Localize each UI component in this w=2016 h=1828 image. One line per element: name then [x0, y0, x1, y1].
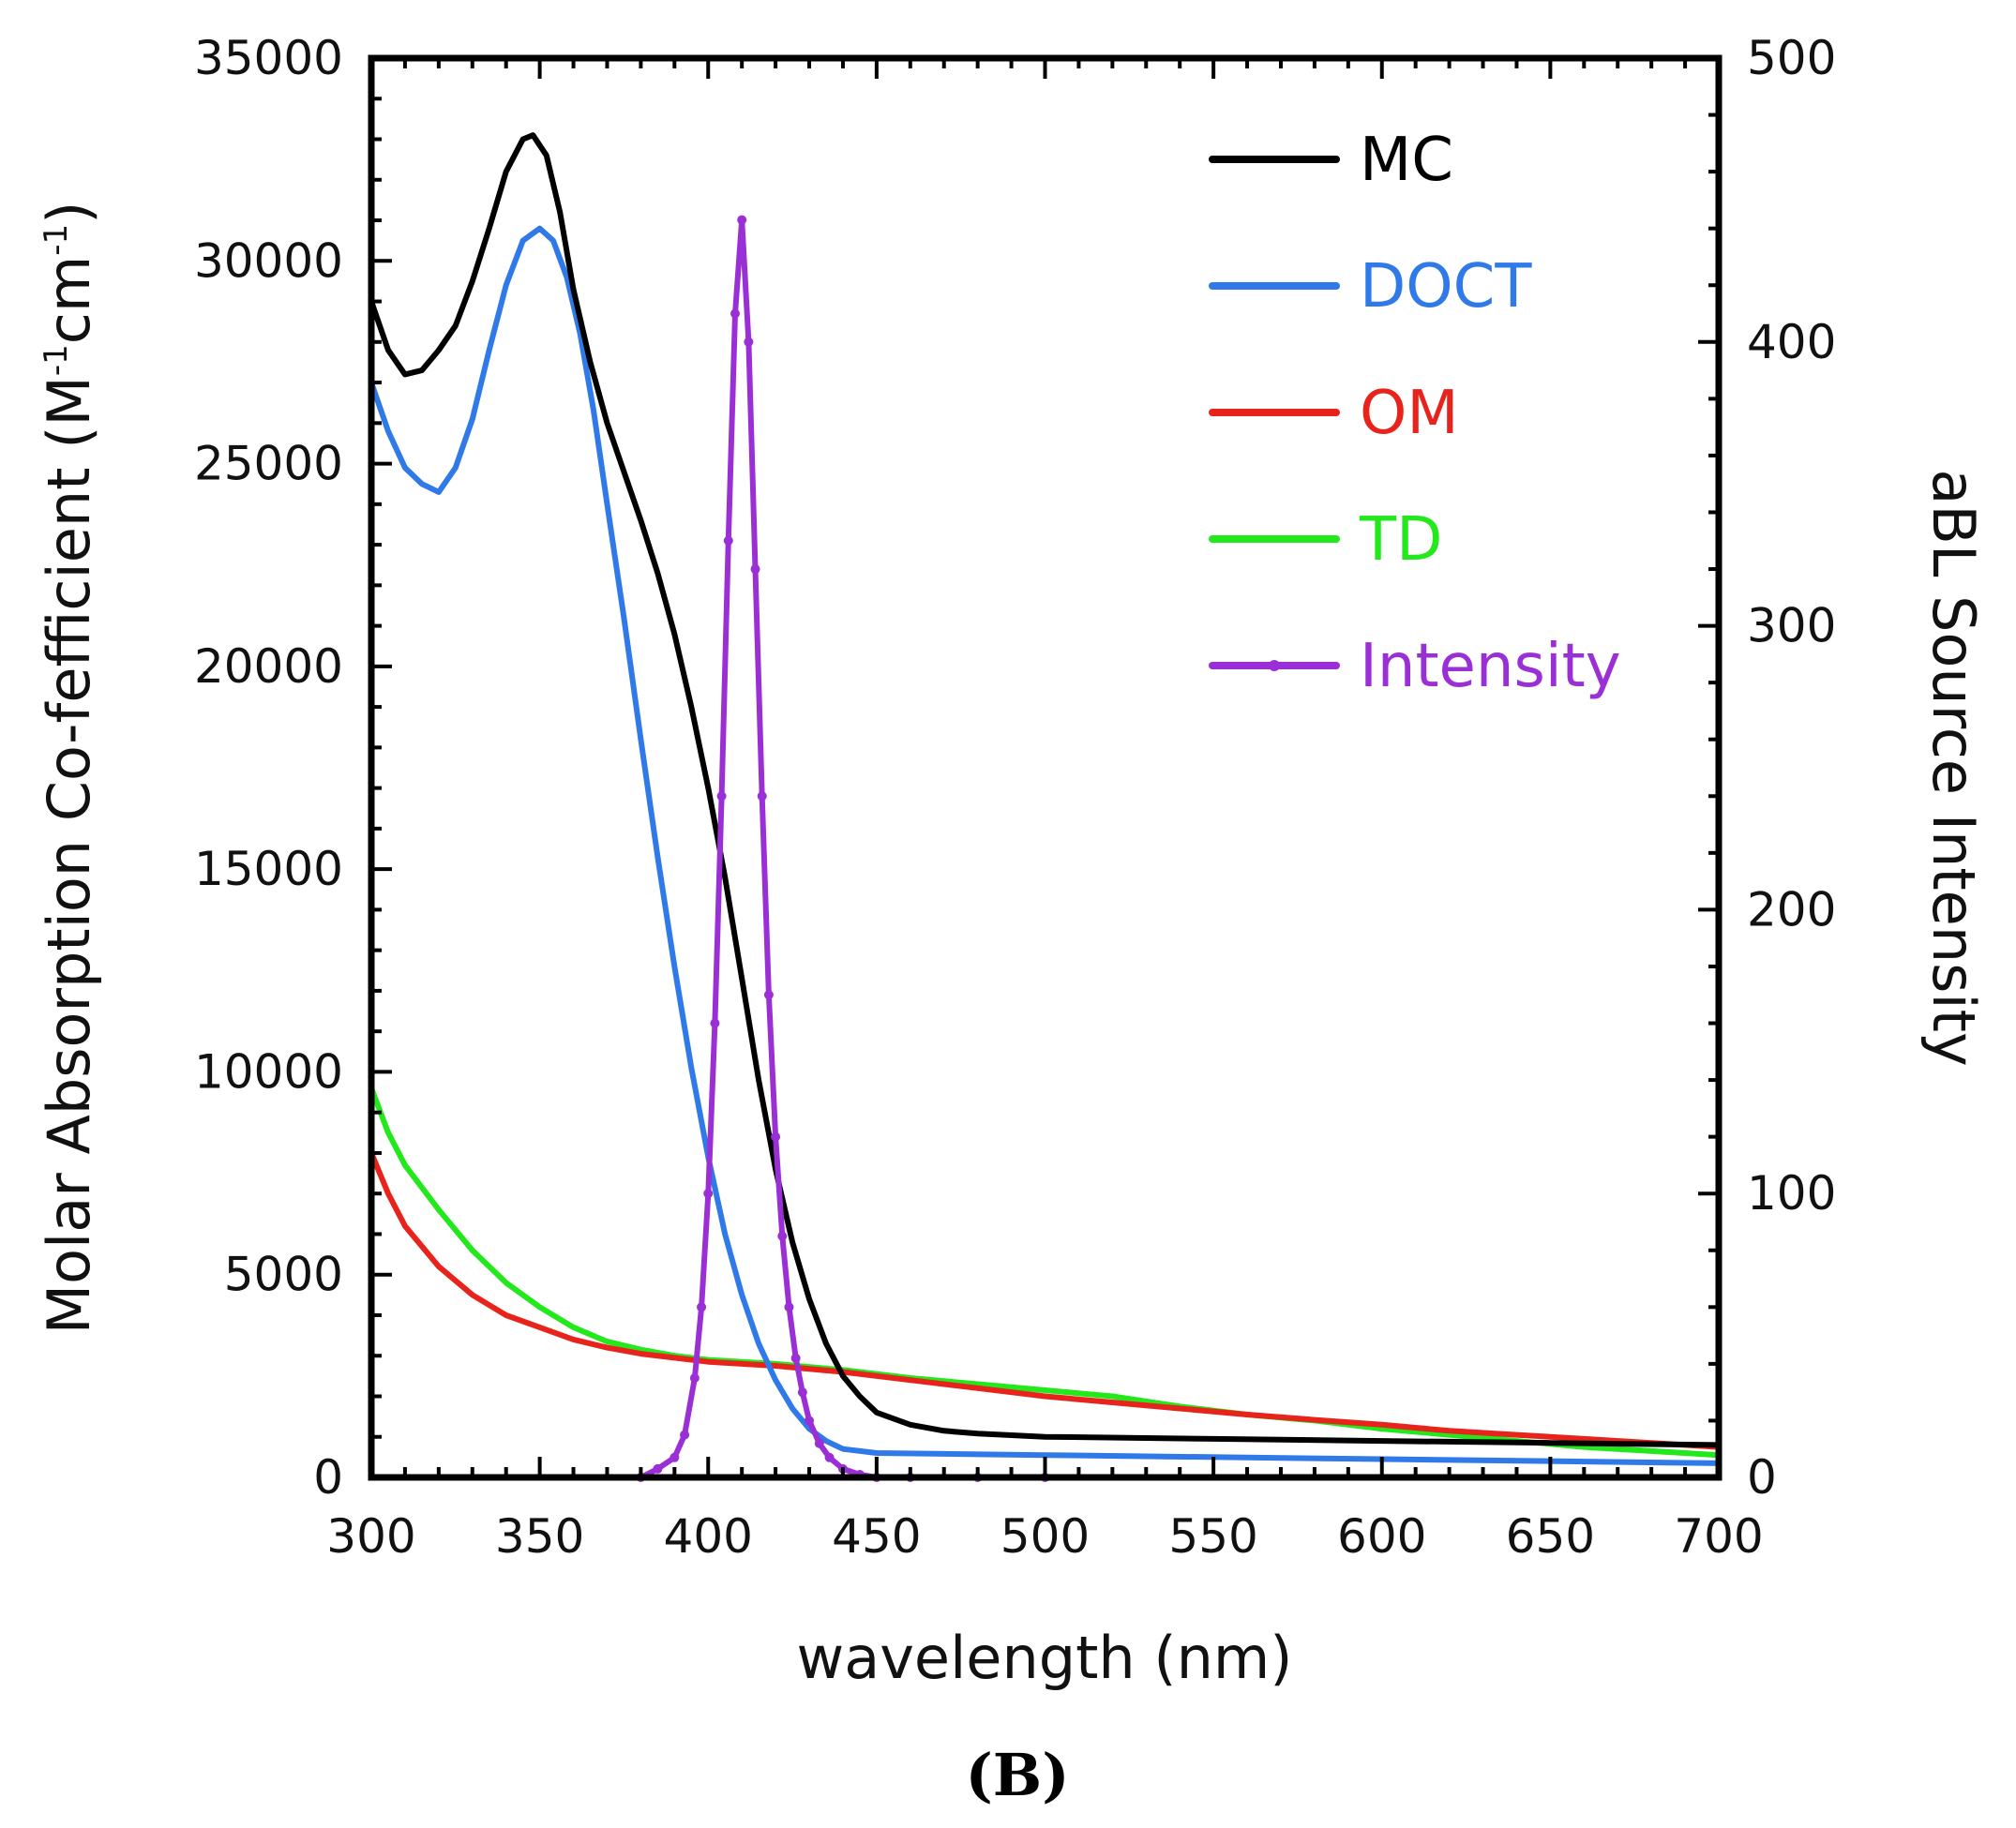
absorption-chart: 300 350 400 450 500 550 600 650 7000500010000150…	[0, 0, 2016, 1828]
intensity-point	[669, 1453, 679, 1462]
x-tick-label: 300	[326, 1509, 415, 1564]
legend-label-mc: MC	[1360, 126, 1453, 195]
legend-label-intensity: Intensity	[1360, 632, 1621, 701]
y-left-tick-label: 30000	[194, 233, 343, 288]
intensity-point	[825, 1453, 835, 1462]
series-line-doct	[371, 229, 1719, 1463]
legend: MC DOCT OM TD Intensity	[1212, 126, 1621, 701]
intensity-point	[697, 1302, 706, 1311]
legend-label-doct: DOCT	[1360, 252, 1532, 322]
x-axis-title: wavelength (nm)	[797, 1624, 1293, 1692]
series-line-td	[371, 1088, 1719, 1456]
y-axis-right-title: aBL Source Intensity	[1919, 469, 1988, 1066]
intensity-point	[791, 1354, 801, 1363]
x-tick-label: 600	[1337, 1509, 1426, 1564]
intensity-point	[690, 1373, 700, 1383]
y-left-tick-label: 20000	[194, 639, 343, 694]
y-right-tick-label: 500	[1747, 31, 1836, 85]
x-tick-label: 450	[832, 1509, 921, 1564]
intensity-point	[703, 1189, 713, 1198]
intensity-point	[771, 1132, 780, 1142]
tick-layer: 300 350 400 450 500 550 600 650 7000500010000150…	[194, 31, 1837, 1564]
intensity-point	[710, 1019, 719, 1028]
intensity-point	[815, 1439, 824, 1448]
y-left-title-sup1: -1	[38, 344, 75, 376]
x-tick-label: 650	[1506, 1509, 1595, 1564]
y-left-tick-label: 10000	[194, 1044, 343, 1099]
intensity-point	[805, 1416, 814, 1425]
x-tick-label: 550	[1168, 1509, 1257, 1564]
intensity-point	[680, 1431, 689, 1440]
intensity-point	[744, 337, 753, 347]
intensity-point	[777, 1232, 787, 1241]
y-left-title-sup2: -1	[38, 224, 75, 256]
y-left-tick-label: 15000	[194, 842, 343, 896]
intensity-point	[717, 791, 727, 801]
intensity-point	[751, 564, 760, 574]
y-right-tick-label: 200	[1747, 882, 1836, 936]
series-line-intensity	[640, 220, 1045, 1477]
series-line-mc	[371, 135, 1719, 1445]
y-axis-left-title: Molar Absorption Co-fefficient (M-1cm-1)	[35, 202, 103, 1335]
y-left-title-main: Molar Absorption Co-fefficient (M	[35, 376, 103, 1334]
x-tick-label: 700	[1674, 1509, 1763, 1564]
y-left-tick-label: 35000	[194, 31, 343, 85]
y-left-tick-label: 0	[313, 1450, 343, 1505]
intensity-point	[758, 791, 767, 801]
y-right-tick-label: 300	[1747, 599, 1836, 653]
legend-label-om: OM	[1360, 379, 1459, 448]
y-left-title-mid: cm	[35, 256, 103, 344]
y-right-tick-label: 100	[1747, 1166, 1836, 1221]
legend-marker-intensity	[1269, 660, 1280, 671]
intensity-point	[724, 536, 733, 546]
y-right-tick-label: 0	[1747, 1450, 1777, 1505]
y-left-tick-label: 5000	[224, 1248, 343, 1302]
series-line-om	[371, 1153, 1719, 1447]
legend-label-td: TD	[1359, 505, 1442, 575]
intensity-point	[730, 309, 740, 319]
intensity-point	[798, 1387, 807, 1397]
intensity-point	[737, 216, 746, 225]
intensity-point	[764, 990, 774, 999]
x-tick-label: 500	[1000, 1509, 1090, 1564]
y-left-title-end: )	[35, 202, 103, 224]
intensity-point	[653, 1464, 662, 1474]
y-left-tick-label: 25000	[194, 437, 343, 491]
y-right-tick-label: 400	[1747, 315, 1836, 369]
intensity-point	[784, 1302, 793, 1311]
x-tick-label: 400	[664, 1509, 753, 1564]
panel-label: (B)	[965, 1741, 1069, 1809]
series-layer	[371, 135, 1719, 1482]
x-tick-label: 350	[495, 1509, 584, 1564]
